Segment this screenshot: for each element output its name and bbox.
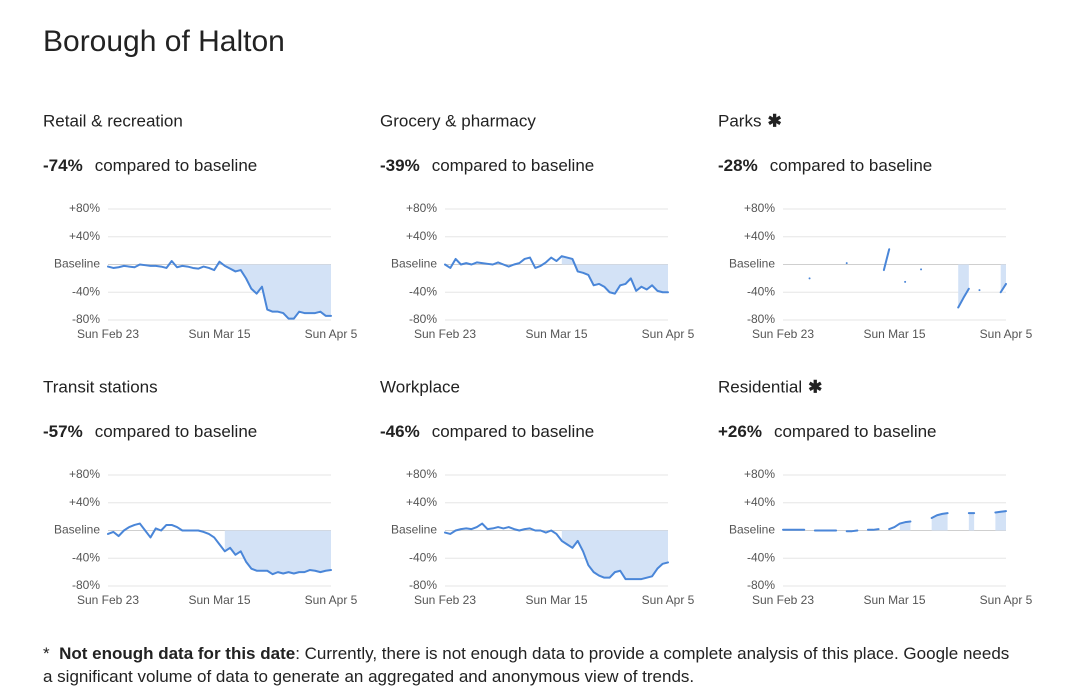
x-tick-label: Sun Apr 5 [642, 593, 695, 607]
x-tick-label: Sun Mar 15 [863, 593, 925, 607]
y-tick-label: +80% [69, 201, 100, 215]
x-tick-label: Sun Mar 15 [188, 327, 250, 341]
summary-text: compared to baseline [774, 422, 937, 441]
y-tick-label: +40% [406, 495, 437, 509]
chart-title: Transit stations [43, 377, 158, 396]
y-tick-label: -40% [72, 550, 100, 564]
x-tick-label: Sun Mar 15 [525, 593, 587, 607]
y-tick-label: -40% [747, 550, 775, 564]
y-tick-label: Baseline [729, 523, 775, 537]
summary-value: -39% [380, 156, 420, 175]
area [224, 264, 331, 319]
report: Borough of Halton Retail & recreation -74… [43, 25, 1033, 607]
x-tick-label: Sun Apr 5 [305, 327, 358, 341]
footnote-marker: * [43, 644, 50, 663]
area [995, 511, 1006, 531]
y-tick-label: +40% [744, 229, 775, 243]
area [931, 513, 948, 531]
summary-text: compared to baseline [95, 156, 258, 175]
line [782, 510, 1007, 533]
x-tick-label: Sun Apr 5 [980, 593, 1033, 607]
summary-value: -46% [380, 422, 420, 441]
x-tick-label: Sun Mar 15 [188, 593, 250, 607]
page-title: Borough of Halton [43, 25, 285, 58]
y-tick-label: Baseline [729, 257, 775, 271]
y-tick-label: +80% [406, 201, 437, 215]
y-tick-label: -80% [747, 312, 775, 326]
flag: ✱ [808, 377, 822, 396]
y-tick-label: -80% [72, 578, 100, 592]
y-tick-label: Baseline [54, 523, 100, 537]
line [107, 260, 332, 320]
summary-text: compared to baseline [770, 156, 933, 175]
footnote-text: : Currently, there is not enough data to… [43, 644, 1010, 686]
y-tick-label: +80% [406, 467, 437, 481]
chart-title: Grocery & pharmacy [380, 111, 536, 130]
chart-title: Parks [718, 111, 761, 130]
y-tick-label: -80% [747, 578, 775, 592]
summary-text: compared to baseline [432, 422, 595, 441]
summary-text: compared to baseline [95, 422, 258, 441]
summary-value: -74% [43, 156, 83, 175]
x-tick-label: Sun Feb 23 [752, 593, 814, 607]
x-tick-label: Sun Feb 23 [414, 327, 476, 341]
y-tick-label: Baseline [391, 523, 437, 537]
area [561, 256, 668, 294]
x-tick-label: Sun Mar 15 [863, 327, 925, 341]
y-tick-label: +80% [744, 467, 775, 481]
x-tick-label: Sun Feb 23 [77, 327, 139, 341]
y-tick-label: +80% [69, 467, 100, 481]
chart-title: Retail & recreation [43, 111, 183, 130]
x-tick-label: Sun Feb 23 [414, 593, 476, 607]
summary: -28% compared to baseline [718, 156, 932, 175]
area [224, 530, 331, 575]
x-tick-label: Sun Apr 5 [980, 327, 1033, 341]
y-tick-label: -80% [72, 312, 100, 326]
area [561, 530, 668, 580]
area [958, 264, 969, 308]
summary: -74% compared to baseline [43, 156, 257, 175]
y-tick-label: Baseline [391, 257, 437, 271]
y-tick-label: -40% [409, 550, 437, 564]
y-tick-label: -80% [409, 312, 437, 326]
y-tick-label: +40% [69, 495, 100, 509]
x-tick-label: Sun Apr 5 [305, 593, 358, 607]
chart-title: Residential [718, 377, 802, 396]
y-tick-label: -40% [72, 284, 100, 298]
y-tick-label: +40% [744, 495, 775, 509]
x-tick-label: Sun Feb 23 [77, 593, 139, 607]
flag: ✱ [767, 111, 781, 130]
line [808, 248, 1007, 309]
y-tick-label: -80% [409, 578, 437, 592]
summary-value: -28% [718, 156, 758, 175]
footnote-term: Not enough data for this date [59, 644, 296, 663]
line [107, 522, 332, 576]
y-tick-label: Baseline [54, 257, 100, 271]
y-tick-label: -40% [747, 284, 775, 298]
y-tick-label: +80% [744, 201, 775, 215]
summary-value: -57% [43, 422, 83, 441]
y-tick-label: -40% [409, 284, 437, 298]
summary-text: compared to baseline [432, 156, 595, 175]
summary: -39% compared to baseline [380, 156, 594, 175]
summary: -46% compared to baseline [380, 422, 594, 441]
x-tick-label: Sun Apr 5 [642, 327, 695, 341]
y-tick-label: +40% [69, 229, 100, 243]
summary: -57% compared to baseline [43, 422, 257, 441]
summary: +26% compared to baseline [718, 422, 937, 441]
y-tick-label: +40% [406, 229, 437, 243]
chart-title: Workplace [380, 377, 460, 396]
line [444, 522, 669, 581]
x-tick-label: Sun Feb 23 [752, 327, 814, 341]
x-tick-label: Sun Mar 15 [525, 327, 587, 341]
summary-value: +26% [718, 422, 762, 441]
area [968, 513, 975, 531]
line [444, 255, 669, 295]
footnote: * Not enough data for this date: Current… [43, 642, 1018, 688]
